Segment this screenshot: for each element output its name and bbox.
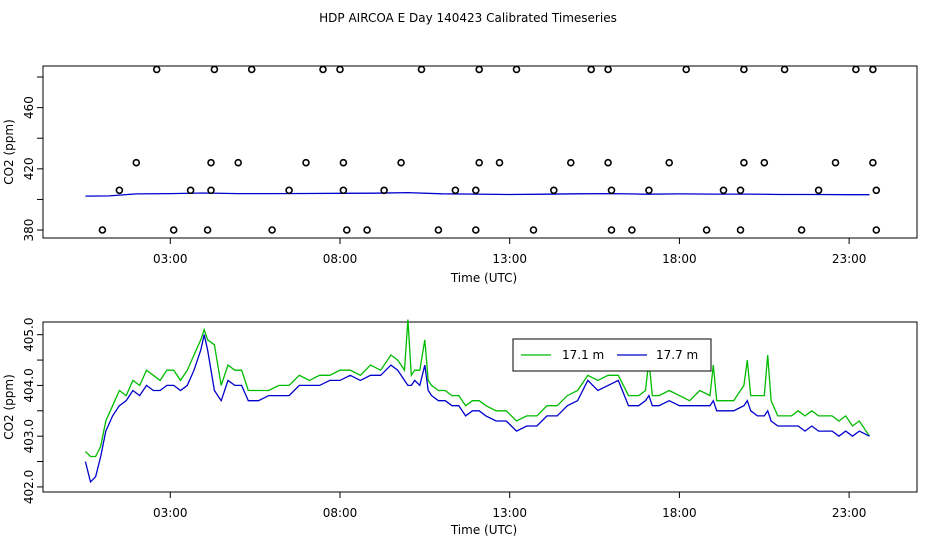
top-y-tick-label: 380 — [22, 219, 36, 242]
bottom-x-axis-label: Time (UTC) — [450, 523, 517, 537]
top-plot-frame — [42, 65, 918, 239]
scatter-point — [397, 158, 405, 167]
bottom-x-tick-label: 08:00 — [323, 506, 358, 520]
top-x-tick-label: 08:00 — [323, 252, 358, 266]
bottom-y-tick-label: 402.0 — [22, 470, 36, 504]
scatter-point — [495, 158, 504, 167]
series-line-17-7-m — [84, 334, 870, 484]
top-x-axis-label: Time (UTC) — [450, 271, 517, 285]
top-y-tick-label: 460 — [22, 96, 36, 119]
bottom-x-tick-label: 13:00 — [492, 506, 527, 520]
scatter-point — [247, 65, 256, 74]
scatter-point — [797, 226, 806, 234]
bottom-x-axis: 03:00 08:00 13:00 18:00 23:00 — [153, 492, 866, 520]
top-y-tick-label: 420 — [22, 157, 36, 180]
scatter-point — [607, 186, 616, 195]
scatter-point — [607, 226, 616, 234]
series-line-17-1-m — [84, 319, 871, 458]
scatter-point — [268, 226, 276, 234]
bottom-plot-area — [84, 319, 871, 484]
scatter-point — [604, 158, 612, 167]
bottom-y-axis: 402.0 403.0 404.0 405.0 — [22, 318, 43, 504]
scatter-point — [814, 186, 823, 195]
bottom-y-axis-label: CO2 (ppm) — [2, 374, 16, 440]
top-plot-area — [85, 65, 881, 234]
scatter-point — [234, 158, 242, 167]
scatter-point — [869, 158, 877, 167]
scatter-point — [740, 158, 748, 167]
scatter-point — [169, 226, 178, 234]
scatter-point — [665, 158, 674, 167]
scatter-point — [417, 65, 426, 74]
scatter-point — [869, 65, 877, 74]
scatter-point — [115, 186, 124, 195]
scatter-point — [702, 226, 711, 234]
scatter-point — [736, 226, 745, 234]
scatter-point — [471, 226, 480, 234]
bottom-panel: 402.0 403.0 404.0 405.0 03:00 08:00 13:00 18:0… — [2, 318, 918, 537]
bottom-plot-frame — [42, 321, 918, 493]
scatter-point — [475, 65, 484, 74]
scatter-point — [512, 65, 521, 74]
top-y-axis: 380 420 460 — [22, 76, 43, 242]
scatter-point — [604, 65, 612, 74]
scatter-point — [210, 65, 219, 74]
top-x-tick-label: 03:00 — [153, 252, 188, 266]
scatter-point — [831, 158, 840, 167]
scatter-point — [363, 226, 371, 234]
scatter-point — [132, 158, 141, 167]
scatter-point — [682, 65, 691, 74]
bottom-x-tick-label: 03:00 — [153, 506, 188, 520]
scatter-point — [740, 65, 748, 74]
scatter-point — [852, 65, 860, 74]
top-x-tick-label: 23:00 — [832, 252, 867, 266]
scatter-point — [203, 226, 212, 234]
scatter-point — [319, 65, 327, 74]
scatter-point — [336, 65, 344, 74]
scatter-point — [207, 158, 215, 167]
scatter-point — [566, 158, 575, 167]
scatter-point — [736, 186, 745, 195]
scatter-point — [186, 186, 195, 195]
scatter-point — [339, 186, 348, 195]
bottom-x-tick-label: 23:00 — [832, 506, 867, 520]
scatter-point — [529, 226, 538, 234]
scatter-point — [152, 65, 161, 74]
scatter-point — [302, 158, 310, 167]
bottom-x-tick-label: 18:00 — [662, 506, 697, 520]
scatter-point — [285, 186, 293, 195]
scatter-point — [587, 65, 596, 74]
scatter-point — [760, 158, 769, 167]
top-y-axis-label: CO2 (ppm) — [2, 119, 16, 185]
scatter-point — [339, 158, 348, 167]
scatter-point — [872, 226, 881, 234]
scatter-point — [98, 226, 107, 234]
chart-title: HDP AIRCOA E Day 140423 Calibrated Times… — [319, 11, 617, 25]
top-panel: 380 420 460 03:00 08:00 13:00 18:00 23:00 CO2 … — [2, 65, 918, 285]
scatter-point — [434, 226, 443, 234]
legend-label-17-7m: 17.7 m — [656, 348, 698, 362]
top-series-line — [85, 191, 870, 197]
scatter-point — [549, 186, 558, 195]
bottom-y-tick-label: 403.0 — [22, 419, 36, 453]
top-x-axis: 03:00 08:00 13:00 18:00 23:00 — [153, 238, 866, 266]
legend: 17.1 m 17.7 m — [512, 338, 712, 372]
scatter-point — [645, 186, 653, 195]
scatter-point — [451, 186, 460, 195]
bottom-y-tick-label: 404.0 — [22, 368, 36, 402]
scatter-point — [342, 226, 351, 234]
top-x-tick-label: 13:00 — [492, 252, 527, 266]
scatter-point — [719, 186, 728, 195]
scatter-point — [872, 186, 881, 195]
top-x-tick-label: 18:00 — [662, 252, 697, 266]
scatter-point — [475, 158, 484, 167]
scatter-point — [780, 65, 789, 74]
scatter-point — [471, 186, 480, 195]
scatter-point — [380, 186, 388, 195]
scatter-point — [207, 186, 215, 195]
legend-label-17-1m: 17.1 m — [562, 348, 604, 362]
scatter-point — [628, 226, 636, 234]
bottom-y-tick-label: 405.0 — [22, 318, 36, 352]
